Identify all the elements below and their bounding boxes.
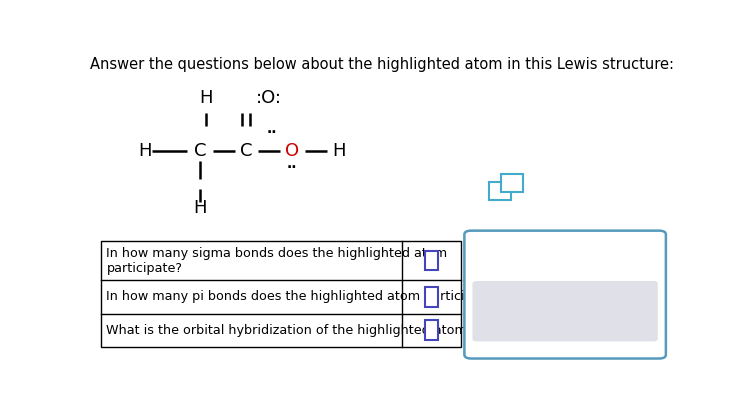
Text: What is the orbital hybridization of the highlighted atom?: What is the orbital hybridization of the… (107, 324, 474, 337)
Bar (489, 182, 510, 200)
Text: H: H (199, 89, 212, 107)
Bar (425, 321, 438, 340)
Text: ··: ·· (287, 161, 297, 175)
Text: ↺: ↺ (533, 301, 549, 320)
Bar (101, 241, 461, 347)
Text: C: C (240, 142, 253, 159)
FancyBboxPatch shape (464, 231, 666, 358)
Text: H: H (332, 142, 345, 159)
Bar (425, 287, 438, 307)
Text: C: C (194, 142, 206, 159)
Text: ?: ? (576, 301, 585, 319)
Text: O: O (285, 142, 299, 159)
FancyBboxPatch shape (472, 281, 658, 342)
Text: In how many pi bonds does the highlighted atom participate?: In how many pi bonds does the highlighte… (107, 291, 501, 303)
Text: :O:: :O: (256, 89, 282, 107)
Text: ×: × (493, 301, 508, 319)
Text: In how many sigma bonds does the highlighted atom
participate?: In how many sigma bonds does the highlig… (107, 247, 448, 275)
Text: H: H (193, 199, 206, 217)
Text: H: H (139, 142, 152, 159)
Text: Answer the questions below about the highlighted atom in this Lewis structure:: Answer the questions below about the hig… (90, 57, 673, 72)
Bar (501, 174, 523, 192)
Bar (425, 251, 438, 270)
Text: ··: ·· (267, 126, 277, 140)
